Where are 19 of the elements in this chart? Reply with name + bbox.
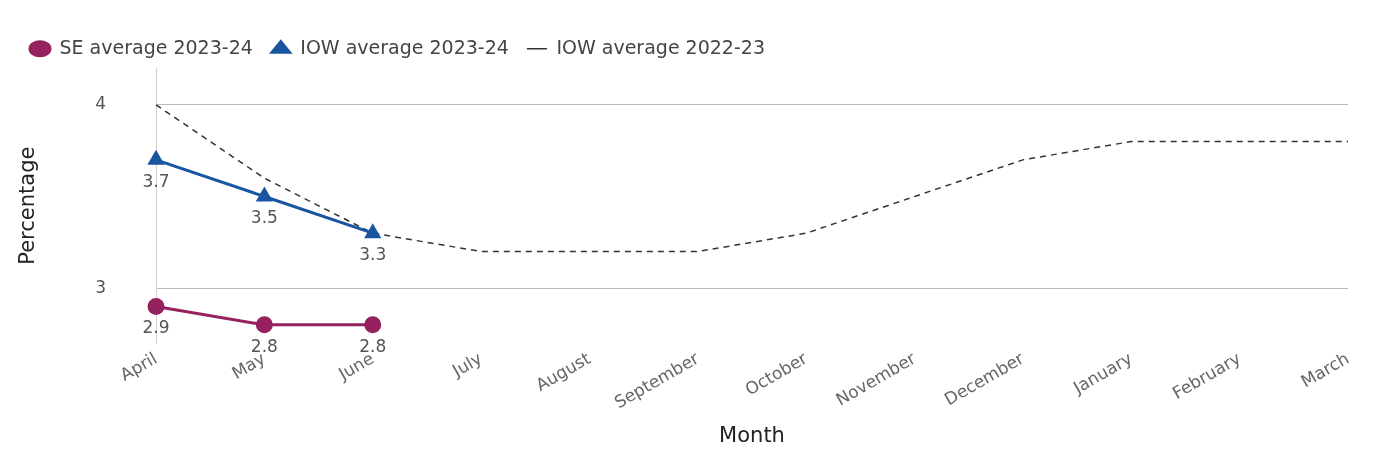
x-axis-title: Month (719, 422, 785, 447)
data-label: 3.7 (142, 170, 170, 191)
y-axis-title: Percentage (15, 146, 40, 265)
data-label: 3.5 (250, 207, 278, 228)
point (256, 188, 272, 202)
legend-label: IOW average 2023-24 (300, 35, 509, 58)
data-label: 2.9 (142, 317, 170, 338)
point (365, 224, 381, 239)
y-tick-label: 4 (95, 93, 107, 114)
x-tick-label: July (447, 347, 486, 382)
data-label: 2.8 (359, 335, 387, 356)
point (364, 316, 382, 334)
y-tick-label: 3 (95, 276, 107, 297)
point (255, 316, 273, 334)
point (147, 297, 165, 315)
point (148, 151, 164, 165)
data-label: 3.3 (359, 244, 387, 265)
legend-label: SE average 2023-24 (59, 35, 253, 58)
legend-label: IOW average 2022-23 (556, 35, 765, 58)
